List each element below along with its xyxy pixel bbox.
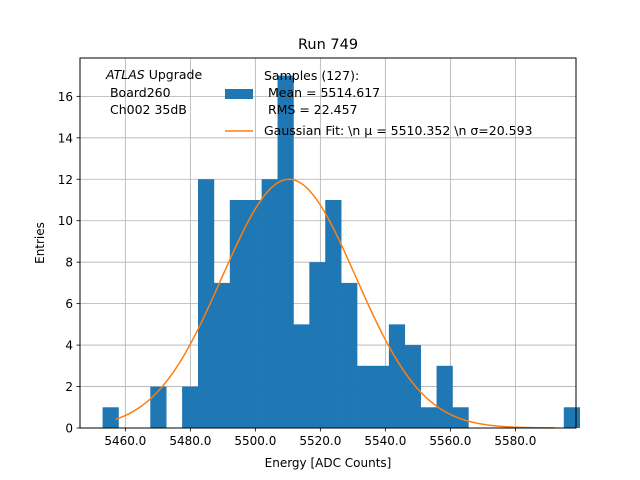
histogram-bar — [102, 407, 119, 428]
histogram-bar — [325, 199, 342, 428]
y-tick-label: 2 — [65, 380, 73, 394]
histogram-bar — [229, 199, 247, 428]
histogram-bar — [198, 179, 215, 428]
legend-samples-line-3: RMS = 22.457 — [264, 102, 358, 117]
legend-swatch-samples — [225, 89, 253, 99]
y-tick-label: 8 — [65, 256, 73, 270]
histogram-bar — [563, 407, 581, 428]
x-axis: 5460.0 5480.0 5500.0 5520.0 5540.0 5560.0 5580… — [104, 428, 536, 448]
x-tick-label: 5500.0 — [234, 434, 276, 448]
legend: Samples (127): Mean = 5514.617 RMS = 22.… — [225, 68, 533, 138]
y-axis: 0 2 4 6 8 10 12 14 16 — [58, 90, 80, 436]
histogram-bar — [309, 262, 326, 428]
y-axis-label: Entries — [33, 222, 47, 264]
x-tick-label: 5560.0 — [429, 434, 471, 448]
x-tick-label: 5520.0 — [299, 434, 341, 448]
y-tick-label: 10 — [58, 214, 73, 228]
histogram-bar — [452, 407, 469, 428]
histogram-bar — [213, 282, 231, 428]
y-tick-label: 12 — [58, 173, 73, 187]
x-axis-label: Energy [ADC Counts] — [265, 456, 392, 470]
histogram-bar — [388, 324, 406, 428]
plot-frame — [79, 57, 577, 429]
chart-title: Run 749 — [298, 37, 358, 53]
histogram-bar — [357, 365, 374, 428]
y-tick-label: 14 — [58, 131, 73, 145]
y-tick-label: 4 — [65, 339, 73, 353]
histogram-bar — [341, 282, 358, 428]
annotation-line-3: Ch002 35dB — [106, 102, 187, 117]
histogram-bar — [182, 386, 199, 428]
histogram-bar — [277, 75, 294, 428]
x-tick-label: 5580.0 — [494, 434, 536, 448]
histogram-bar — [420, 407, 437, 428]
x-tick-label: 5480.0 — [169, 434, 211, 448]
legend-samples-line-2: Mean = 5514.617 — [264, 85, 380, 100]
histogram-bar — [293, 324, 310, 428]
histogram-bar — [245, 199, 262, 428]
y-tick-label: 16 — [58, 90, 73, 104]
y-tick-label: 0 — [65, 422, 73, 436]
annotation-line-1: ATLAS Upgrade — [105, 67, 202, 82]
atlas-annotation: ATLAS Upgrade Board260 Ch002 35dB — [105, 67, 202, 117]
legend-samples-line-1: Samples (127): — [264, 68, 359, 83]
histogram-bar — [372, 365, 390, 428]
histogram-bar — [261, 179, 278, 428]
x-tick-label: 5540.0 — [364, 434, 406, 448]
histogram-bars — [102, 75, 581, 428]
annotation-line-2: Board260 — [106, 85, 171, 100]
gaussian-fit-curve — [115, 178, 555, 429]
histogram-bar — [150, 386, 167, 428]
legend-fit-label: Gaussian Fit: \n μ = 5510.352 \n σ=20.59… — [264, 123, 533, 138]
histogram-bar — [436, 365, 453, 428]
y-tick-label: 6 — [65, 297, 73, 311]
histogram-bar — [404, 345, 421, 428]
x-tick-label: 5460.0 — [104, 434, 146, 448]
